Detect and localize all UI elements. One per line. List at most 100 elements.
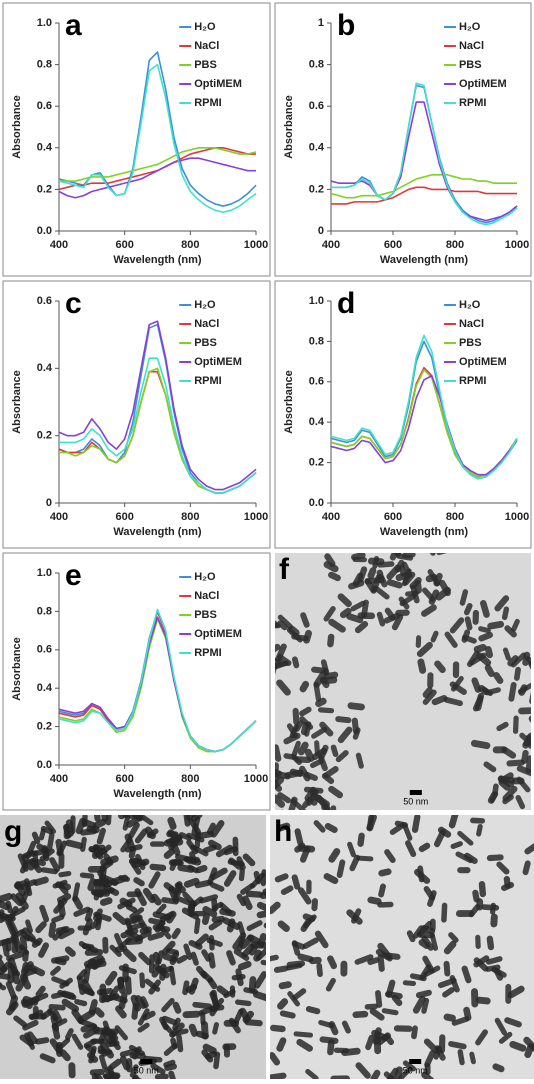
x-tick-label: 800 <box>181 773 199 785</box>
nanorod <box>472 610 479 625</box>
nanorod <box>311 898 318 912</box>
y-tick-label: 0.4 <box>37 682 53 694</box>
nanorod <box>340 961 347 977</box>
legend-label: OptiMEM <box>459 78 507 90</box>
nanorod <box>506 759 525 766</box>
nanorod <box>182 1011 200 1019</box>
panel-frame <box>275 3 531 276</box>
panel-label: g <box>4 815 22 848</box>
tem-image: h50 nm <box>266 809 534 1079</box>
y-axis-label: Absorbance <box>11 637 23 701</box>
x-tick-label: 600 <box>115 511 133 523</box>
y-tick-label: 0.2 <box>309 457 324 469</box>
y-axis-label: Absorbance <box>283 95 295 159</box>
legend-label: NaCl <box>459 40 484 52</box>
y-tick-label: 0 <box>46 497 52 509</box>
x-axis-label: Wavelength (nm) <box>380 526 469 538</box>
legend-label: NaCl <box>194 590 219 602</box>
x-tick-label: 400 <box>50 511 68 523</box>
panel-label: b <box>337 9 355 42</box>
panel-label: c <box>65 287 82 320</box>
x-tick-label: 1000 <box>244 511 268 523</box>
scale-bar <box>140 1059 152 1064</box>
nanorod <box>456 910 474 917</box>
x-tick-label: 600 <box>384 239 402 251</box>
legend-label: PBS <box>194 59 217 71</box>
legend-label: OptiMEM <box>194 78 242 90</box>
nanorod <box>441 903 447 923</box>
panel-label: e <box>65 559 82 592</box>
nanorod <box>475 935 481 949</box>
legend-label: H₂O <box>194 571 216 583</box>
legend-label: H₂O <box>194 21 216 33</box>
nanorod <box>102 937 109 954</box>
nanorod <box>64 823 71 839</box>
x-tick-label: 400 <box>50 773 68 785</box>
nanorod <box>126 1058 133 1072</box>
nanorod <box>334 1048 349 1054</box>
x-tick-label: 1000 <box>244 773 268 785</box>
nanorod <box>356 855 373 861</box>
nanorod <box>77 925 92 930</box>
nanorod <box>365 1004 379 1010</box>
y-tick-label: 0.2 <box>309 183 324 195</box>
x-tick-label: 1000 <box>505 239 529 251</box>
x-axis-label: Wavelength (nm) <box>380 254 469 266</box>
nanorod <box>222 1043 236 1050</box>
y-tick-label: 0.4 <box>37 142 53 154</box>
legend-label: PBS <box>459 59 482 71</box>
legend-label: RPMI <box>194 375 222 387</box>
nanorod <box>99 984 106 1004</box>
y-tick-label: 0.8 <box>309 59 324 71</box>
nanorod <box>416 635 422 648</box>
legend-label: RPMI <box>459 97 487 109</box>
nanorod <box>15 884 28 890</box>
x-axis-label: Wavelength (nm) <box>113 254 202 266</box>
x-axis-label: Wavelength (nm) <box>113 526 202 538</box>
nanorod <box>470 818 485 824</box>
legend-label: H₂O <box>459 21 481 33</box>
legend-label: OptiMEM <box>194 356 242 368</box>
y-tick-label: 1.0 <box>37 567 52 579</box>
nanorod <box>490 913 498 927</box>
nanorod <box>352 557 367 562</box>
y-tick-label: 0.2 <box>37 183 52 195</box>
legend-label: NaCl <box>194 318 219 330</box>
nanorod <box>68 1062 76 1078</box>
nanorod <box>377 902 394 908</box>
nanorod <box>330 1075 350 1079</box>
nanorod <box>125 976 132 995</box>
nanorod <box>505 984 511 1004</box>
nanorod <box>11 936 18 953</box>
x-tick-label: 1000 <box>244 239 268 251</box>
y-tick-label: 1 <box>318 17 324 29</box>
y-tick-label: 0.4 <box>309 142 325 154</box>
nanorod <box>427 672 433 688</box>
legend-label: H₂O <box>459 299 481 311</box>
legend-label: PBS <box>194 337 217 349</box>
x-axis-label: Wavelength (nm) <box>113 788 202 800</box>
nanorod <box>129 1052 146 1059</box>
y-tick-label: 0.6 <box>37 644 52 656</box>
legend-label: PBS <box>194 609 217 621</box>
panel-label: a <box>65 9 82 42</box>
y-tick-label: 0.6 <box>309 100 324 112</box>
nanorod <box>518 707 534 714</box>
legend-label: PBS <box>459 337 482 349</box>
nanorod <box>150 841 165 846</box>
y-tick-label: 0.6 <box>37 100 52 112</box>
y-tick-label: 0.0 <box>37 759 52 771</box>
image-background <box>270 815 534 1079</box>
nanorod <box>127 891 142 897</box>
y-tick-label: 0.8 <box>309 335 324 347</box>
x-tick-label: 1000 <box>505 511 529 523</box>
nanorod <box>200 1011 206 1025</box>
scale-bar-label: 50 nm <box>134 1065 159 1075</box>
y-tick-label: 1.0 <box>309 295 324 307</box>
nanorod <box>5 938 11 952</box>
nanorod <box>457 867 470 873</box>
legend-label: OptiMEM <box>459 356 507 368</box>
y-tick-label: 0.6 <box>309 376 324 388</box>
